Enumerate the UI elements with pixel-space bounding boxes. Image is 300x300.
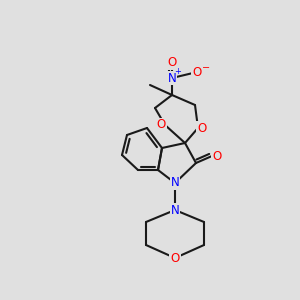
- Text: O: O: [156, 118, 166, 131]
- Text: O: O: [212, 149, 222, 163]
- Text: O: O: [192, 67, 202, 80]
- Text: N: N: [171, 203, 179, 217]
- Text: −: −: [202, 63, 210, 73]
- Text: O: O: [197, 122, 207, 134]
- Text: N: N: [168, 71, 176, 85]
- Text: O: O: [167, 56, 177, 70]
- Text: N: N: [171, 176, 179, 190]
- Text: O: O: [170, 251, 180, 265]
- Text: +: +: [175, 68, 182, 76]
